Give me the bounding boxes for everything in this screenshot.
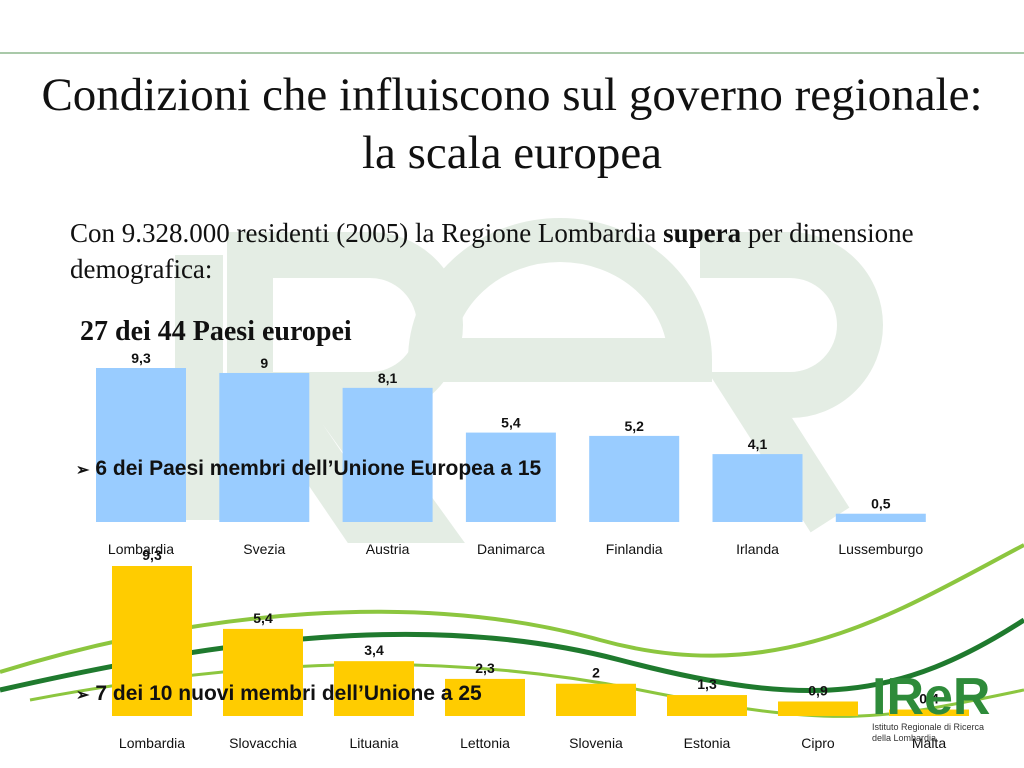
top-rule <box>0 52 1024 54</box>
bar-eu25-lettonia <box>445 678 525 716</box>
bar-eu25-slovacchia <box>223 628 303 716</box>
category-label-eu15-lussemburgo: Lussemburgo <box>838 541 923 557</box>
intro-text-start: Con 9.328.000 residenti (2005) la Region… <box>70 218 664 248</box>
value-label-eu25-malta: 0,4 <box>919 691 939 707</box>
bar-eu25-slovenia <box>556 683 636 716</box>
bar-eu25-cipro <box>778 701 858 716</box>
bar-eu15-finlandia <box>589 435 680 522</box>
bar-eu15-irlanda <box>712 454 803 522</box>
value-label-eu15-danimarca: 5,4 <box>501 415 521 431</box>
bar-eu15-svezia <box>219 372 310 522</box>
bullet-eu25: ➢ 7 dei 10 nuovi membri dell’Unione a 25 <box>76 682 482 706</box>
category-label-eu25-slovenia: Slovenia <box>569 735 623 751</box>
bar-eu15-danimarca <box>465 432 556 522</box>
value-label-eu25-slovenia: 2 <box>592 665 600 681</box>
category-label-eu25-lettonia: Lettonia <box>460 735 510 751</box>
value-label-eu25-cipro: 0,9 <box>808 682 828 698</box>
category-label-eu15-finlandia: Finlandia <box>606 541 663 557</box>
logo-caption: Istituto Regionale di Ricerca della Lomb… <box>872 722 985 743</box>
value-label-eu15-austria: 8,1 <box>378 370 398 386</box>
value-label-eu25-lombardia: 9,3 <box>142 547 162 563</box>
bar-eu25-lombardia <box>112 566 192 716</box>
category-label-eu15-svezia: Svezia <box>243 541 285 557</box>
watermark-letter-r2 <box>700 232 883 533</box>
page-title: Condizioni che influiscono sul governo r… <box>41 69 983 179</box>
category-label-eu25-lituania: Lituania <box>349 735 398 751</box>
intro-text: Con 9.328.000 residenti (2005) la Region… <box>70 215 1000 287</box>
bullet-arrow-icon: ➢ <box>76 687 90 704</box>
intro-text-end: per dimensione demografica: <box>70 218 914 284</box>
intro-text-bold: supera <box>663 218 742 248</box>
subtitle: 27 dei 44 Paesi europei <box>80 316 352 347</box>
bar-eu15-lombardia <box>96 368 186 522</box>
value-label-eu25-lettonia: 2,3 <box>475 660 495 676</box>
value-label-eu25-slovacchia: 5,4 <box>253 610 273 626</box>
category-label-eu15-irlanda: Irlanda <box>736 541 779 557</box>
bullet-arrow-icon: ➢ <box>76 462 90 479</box>
category-label-eu25-estonia: Estonia <box>684 735 731 751</box>
bar-eu25-lituania <box>334 661 414 716</box>
bar-eu25-estonia <box>667 695 747 716</box>
category-label-eu15-lombardia: Lombardia <box>108 541 174 557</box>
value-label-eu15-irlanda: 4,1 <box>748 436 768 452</box>
value-label-eu15-finlandia: 5,2 <box>624 418 644 434</box>
watermark-letter-e <box>408 218 713 382</box>
value-label-eu15-svezia: 9 <box>260 355 268 371</box>
bar-eu15-lussemburgo <box>835 513 926 522</box>
category-label-eu25-slovacchia: Slovacchia <box>229 735 297 751</box>
bullet-eu15: ➢ 6 dei Paesi membri dell’Unione Europea … <box>76 457 541 481</box>
value-label-eu15-lombardia: 9,3 <box>131 350 151 366</box>
logo-mark: IReR <box>872 668 990 726</box>
bar-eu15-austria <box>342 387 433 522</box>
value-label-eu15-lussemburgo: 0,5 <box>871 496 891 512</box>
bullet-eu25-text: 7 dei 10 nuovi membri dell’Unione a 25 <box>95 682 482 705</box>
irer-logo: IReR <box>872 668 990 726</box>
category-label-eu25-cipro: Cipro <box>801 735 835 751</box>
bar-eu25-malta <box>889 709 969 716</box>
bullet-eu15-text: 6 dei Paesi membri dell’Unione Europea a… <box>95 457 542 480</box>
category-label-eu25-lombardia: Lombardia <box>119 735 185 751</box>
category-label-eu25-malta: Malta <box>912 735 946 751</box>
value-label-eu25-lituania: 3,4 <box>364 642 384 658</box>
value-label-eu25-estonia: 1,3 <box>697 676 717 692</box>
category-label-eu15-danimarca: Danimarca <box>477 541 545 557</box>
category-label-eu15-austria: Austria <box>366 541 410 557</box>
